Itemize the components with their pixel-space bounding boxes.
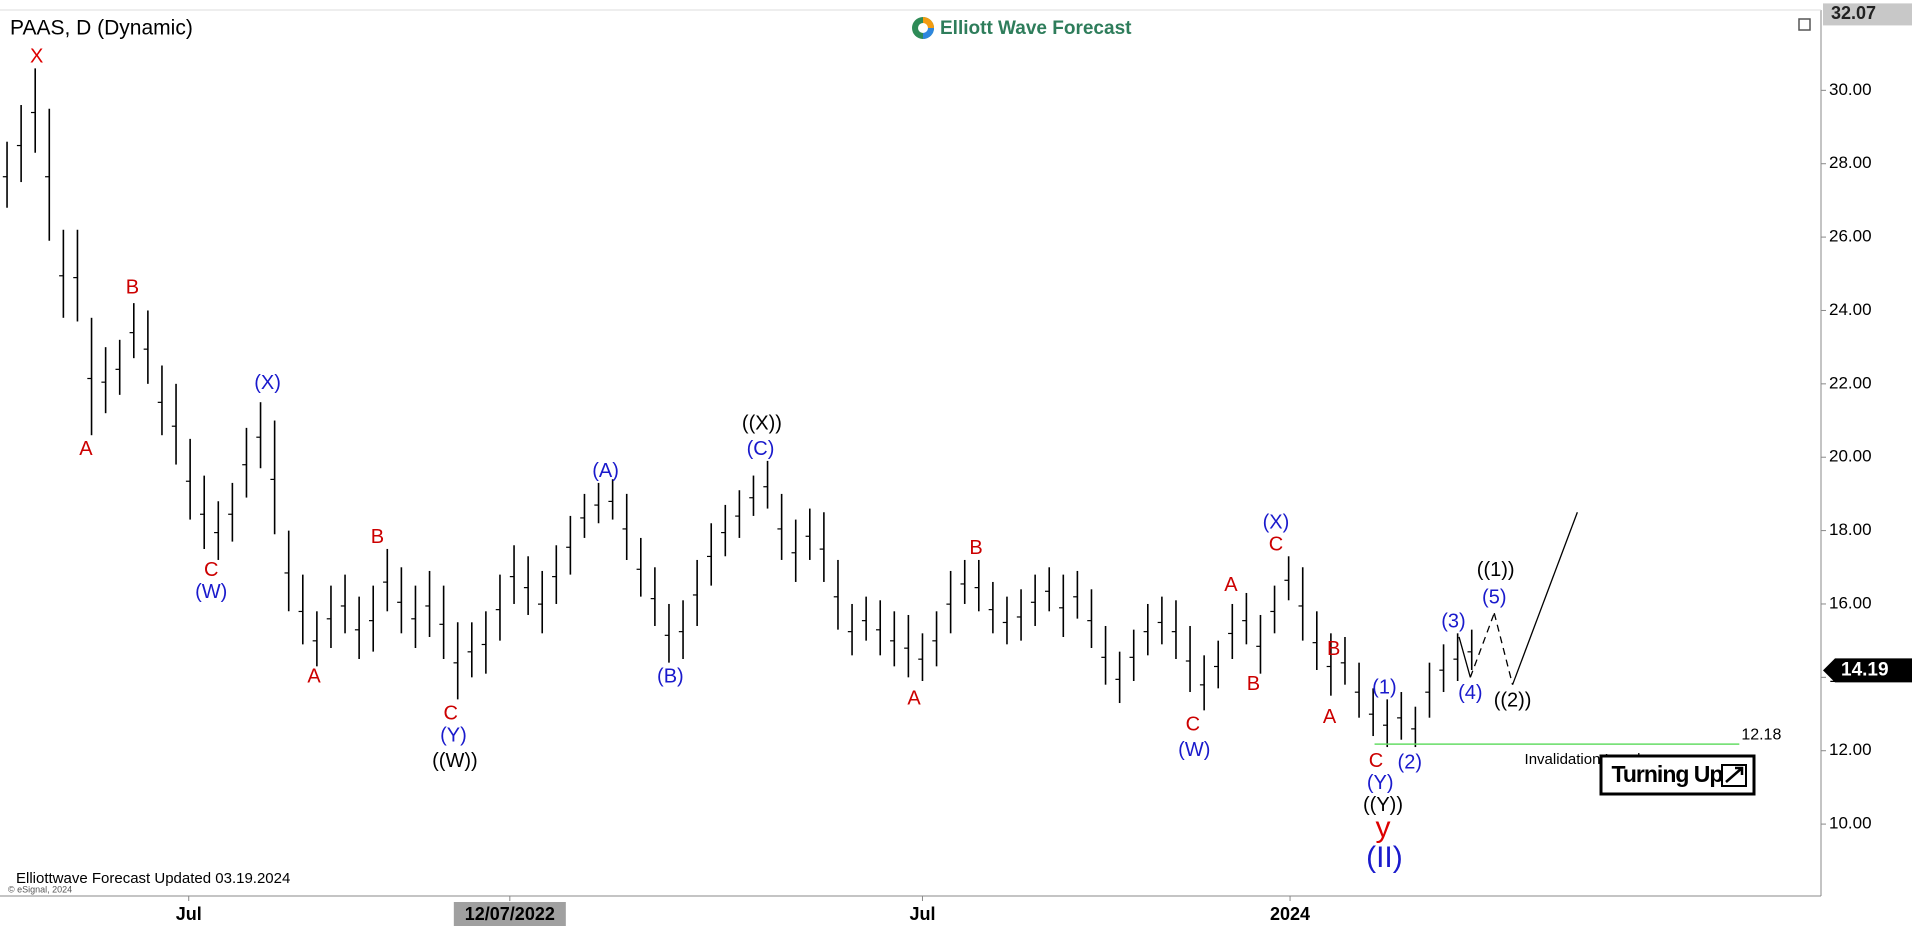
wave-label: A <box>79 438 93 460</box>
last-price-tag <box>1823 658 1912 683</box>
y-tick-label: 20.00 <box>1829 447 1872 466</box>
y-tick-label: 18.00 <box>1829 520 1872 539</box>
window-icon[interactable] <box>1798 18 1811 31</box>
wave-label: (W) <box>195 581 227 603</box>
top-price-tag <box>1823 3 1912 26</box>
wave-label: ((X)) <box>742 412 782 434</box>
y-tick-label: 10.00 <box>1829 814 1872 833</box>
y-tick-label: 30.00 <box>1829 80 1872 99</box>
x-tick-label: Jul <box>176 904 202 924</box>
x-tick-label: 12/07/2022 <box>465 904 555 924</box>
wave-label: (Y) <box>1367 772 1394 794</box>
wave-label: C <box>1269 534 1283 556</box>
wave-label: B <box>1247 673 1260 695</box>
copyright: © eSignal, 2024 <box>8 884 72 894</box>
turning-up-badge: Turning Up <box>1599 754 1756 796</box>
logo: Elliott Wave Forecast <box>912 17 1132 39</box>
wave-label: ((1)) <box>1477 559 1515 581</box>
badge-text: Turning Up <box>1612 761 1724 787</box>
badge-box <box>1599 754 1756 796</box>
y-tick-label: 16.00 <box>1829 593 1872 612</box>
y-tick-label: 12.00 <box>1829 740 1872 759</box>
wave-label: (C) <box>747 438 775 460</box>
wave-label: A <box>307 666 321 688</box>
invalidation-value: 12.18 <box>1741 726 1781 743</box>
wave-label: ((W)) <box>432 750 478 772</box>
wave-label: C <box>1369 750 1383 772</box>
x-tick-label: 2024 <box>1270 904 1310 924</box>
wave-label: A <box>1224 574 1238 596</box>
wave-label: y <box>1376 811 1391 844</box>
wave-label: (X) <box>1263 512 1290 534</box>
logo-text: Elliott Wave Forecast <box>940 18 1132 39</box>
wave-label: (A) <box>592 460 619 482</box>
wave-label: (4) <box>1458 682 1482 704</box>
badge-icon-box <box>1721 764 1747 787</box>
y-tick-label: 26.00 <box>1829 227 1872 246</box>
wave-label: C <box>204 559 218 581</box>
wave-label: X <box>30 46 43 68</box>
wave-label: (B) <box>657 666 684 688</box>
x-tick-label: Jul <box>909 904 935 924</box>
wave-label: (X) <box>254 372 281 394</box>
badge-arrow <box>1725 766 1744 783</box>
wave-label: A <box>1323 706 1337 728</box>
wave-label: B <box>126 277 139 299</box>
y-tick-label: 28.00 <box>1829 153 1872 172</box>
wave-label: B <box>969 537 982 559</box>
wave-label: B <box>371 526 384 548</box>
wave-label: (5) <box>1482 587 1506 609</box>
x-tick-highlight <box>453 902 566 926</box>
wave-label: ((2)) <box>1494 689 1532 711</box>
projection-segment <box>1458 636 1471 678</box>
top-price-label: 32.07 <box>1831 3 1876 23</box>
wave-label: C <box>1186 713 1200 735</box>
wave-label: A <box>907 688 921 710</box>
chart-title: PAAS, D (Dynamic) <box>10 17 193 40</box>
y-tick-label: 24.00 <box>1829 300 1872 319</box>
wave-label: (1) <box>1372 677 1396 699</box>
wave-label: B <box>1327 638 1340 660</box>
wave-label: ((Y)) <box>1363 794 1403 816</box>
projection-segment <box>1511 512 1578 685</box>
logo-icon-center <box>918 23 928 33</box>
wave-label: (3) <box>1441 611 1465 633</box>
plot-layer: 10.0012.0014.0016.0018.0020.0022.0024.00… <box>2 3 1912 926</box>
footer-note: Elliottwave Forecast Updated 03.19.2024 <box>16 870 290 887</box>
last-price-label: 14.19 <box>1841 659 1889 680</box>
wave-label: (W) <box>1178 739 1210 761</box>
wave-label: C <box>443 702 457 724</box>
wave-label: (II) <box>1366 841 1403 874</box>
projection-segment <box>1493 612 1514 685</box>
y-tick-label: 22.00 <box>1829 373 1872 392</box>
wave-label: (2) <box>1398 751 1422 773</box>
wave-label: (Y) <box>440 724 467 746</box>
